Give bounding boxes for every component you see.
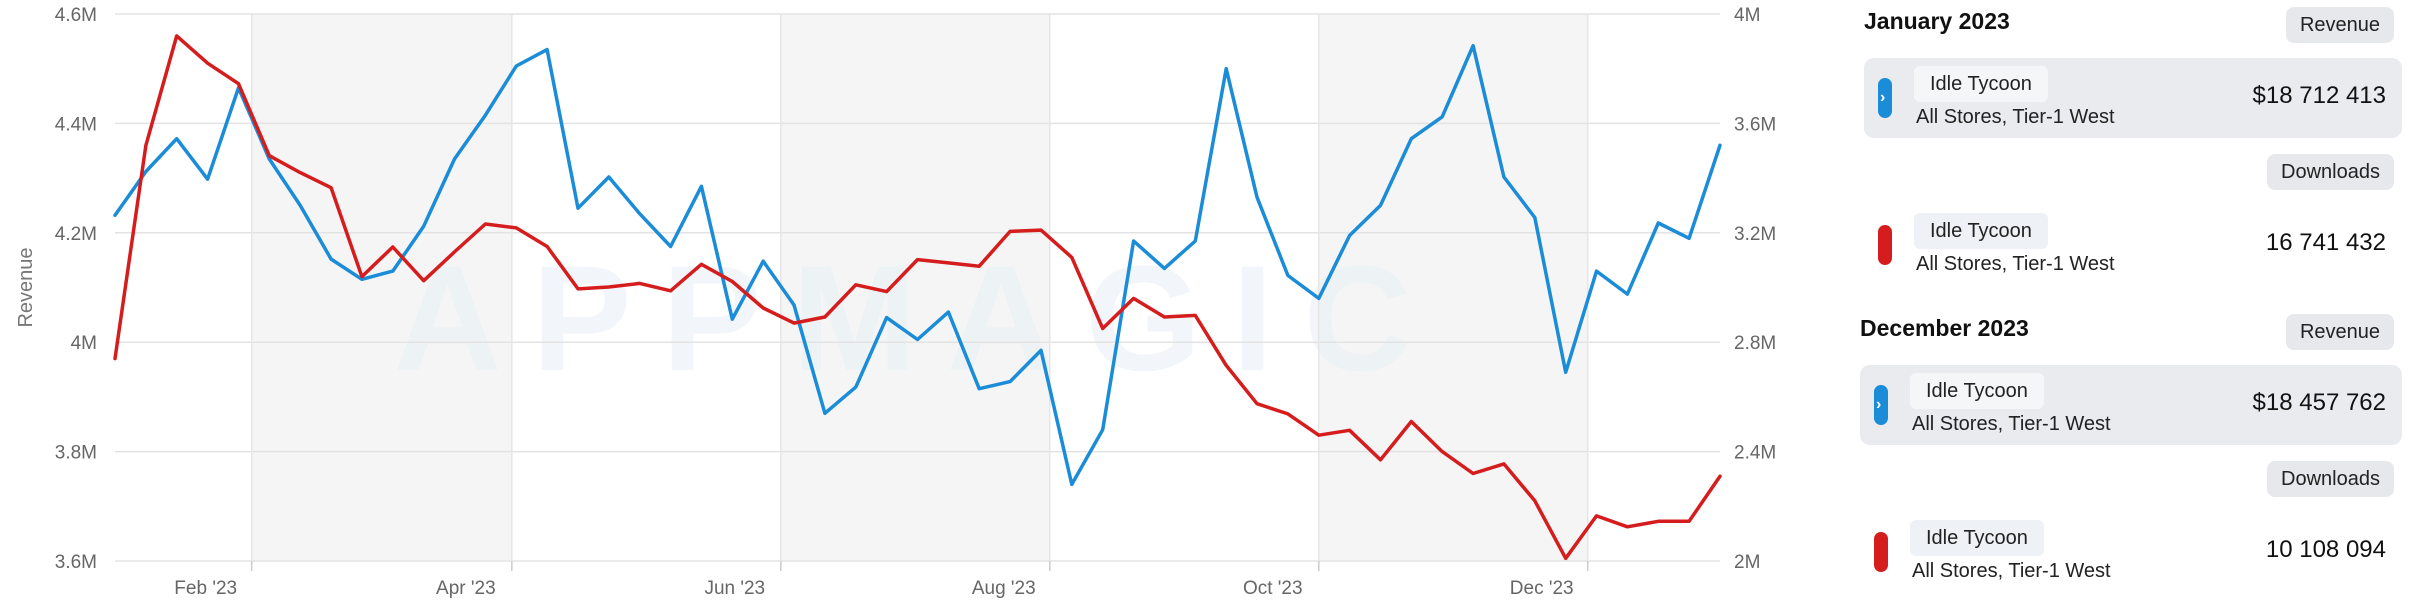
app-name[interactable]: Idle Tycoon <box>1910 520 2044 556</box>
y-tick-label: 4.6M <box>55 5 97 26</box>
revenue-metric-button[interactable]: Revenue <box>2285 7 2394 43</box>
period-band <box>251 14 512 561</box>
chart-svg: APPMAGIC 3.6M 2M 3.8M 2.4M 4M 2.8M 4.2M 3.2M 4.4M… <box>15 5 1776 599</box>
x-tick-label: Apr '23 <box>436 578 496 599</box>
app-name[interactable]: Idle Tycoon <box>1914 66 2048 102</box>
y2-tick-label: 3.6M <box>1734 114 1776 135</box>
app-card-revenue[interactable]: › Idle Tycoon All Stores, Tier-1 West $1… <box>1864 58 2402 138</box>
y2-tick-label: 4M <box>1734 5 1760 26</box>
downloads-series-marker <box>1874 532 1888 572</box>
comparison-panel: January 2023 Revenue › Idle Tycoon All S… <box>1846 0 2406 615</box>
y-tick-label: 4.4M <box>55 114 97 135</box>
period-band <box>780 14 1050 561</box>
x-tick-label: Jun '23 <box>704 578 765 599</box>
y-axis-title: Revenue <box>15 247 37 327</box>
store-filter: All Stores, Tier-1 West <box>1912 560 2111 582</box>
period-band <box>1318 14 1588 561</box>
y2-tick-label: 3.2M <box>1734 224 1776 245</box>
app-card-revenue[interactable]: › Idle Tycoon All Stores, Tier-1 West $1… <box>1860 365 2402 445</box>
x-tick-label: Feb '23 <box>174 578 237 599</box>
x-tick-label: Aug '23 <box>972 578 1036 599</box>
store-filter: All Stores, Tier-1 West <box>1912 413 2111 435</box>
downloads-series-marker <box>1878 225 1892 265</box>
downloads-value: 10 108 094 <box>2265 536 2386 563</box>
period-title: December 2023 <box>1860 315 2029 341</box>
revenue-series-marker: › <box>1878 78 1892 118</box>
y2-tick-label: 2.4M <box>1734 443 1776 464</box>
revenue-value: $18 457 762 <box>2252 389 2386 416</box>
y-tick-label: 4.2M <box>55 224 97 245</box>
period-title: January 2023 <box>1864 8 2010 34</box>
y2-tick-label: 2.8M <box>1734 333 1776 354</box>
y-tick-label: 4M <box>71 333 97 354</box>
downloads-series-line <box>113 34 1722 561</box>
y2-tick-label: 2M <box>1734 552 1760 573</box>
watermark-text: APPMAGIC <box>393 234 1441 402</box>
app-card-downloads[interactable]: Idle Tycoon All Stores, Tier-1 West 10 1… <box>1860 512 2402 592</box>
chevron-right-icon: › <box>1876 396 1882 413</box>
app-name[interactable]: Idle Tycoon <box>1914 213 2048 249</box>
app-card-downloads[interactable]: Idle Tycoon All Stores, Tier-1 West 16 7… <box>1864 205 2402 285</box>
x-tick-label: Dec '23 <box>1510 578 1574 599</box>
revenue-downloads-chart: APPMAGIC 3.6M 2M 3.8M 2.4M 4M 2.8M 4.2M 3.2M 4.4M… <box>15 5 1776 599</box>
store-filter: All Stores, Tier-1 West <box>1916 106 2115 128</box>
store-filter: All Stores, Tier-1 West <box>1916 253 2115 275</box>
revenue-value: $18 712 413 <box>2252 82 2386 109</box>
downloads-value: 16 741 432 <box>2265 229 2386 256</box>
downloads-metric-button[interactable]: Downloads <box>2267 461 2394 497</box>
revenue-series-line <box>113 43 1722 487</box>
revenue-metric-button[interactable]: Revenue <box>2285 314 2394 350</box>
x-tick-label: Oct '23 <box>1243 578 1303 599</box>
revenue-series-marker: › <box>1874 385 1888 425</box>
y-tick-label: 3.8M <box>55 443 97 464</box>
app-name[interactable]: Idle Tycoon <box>1910 373 2044 409</box>
downloads-metric-button[interactable]: Downloads <box>2267 154 2394 190</box>
chevron-right-icon: › <box>1880 89 1886 106</box>
y-tick-label: 3.6M <box>55 552 97 573</box>
